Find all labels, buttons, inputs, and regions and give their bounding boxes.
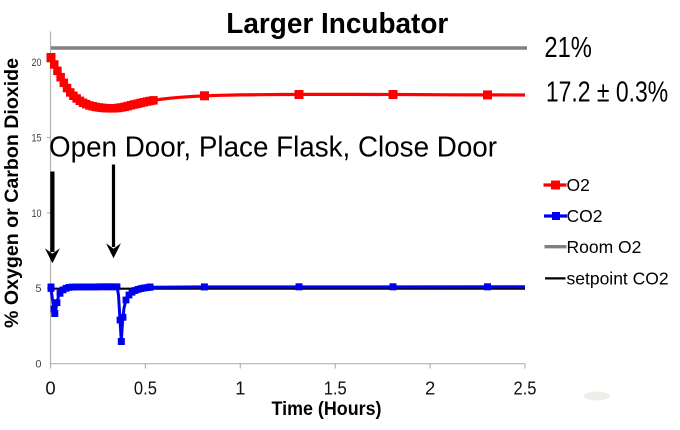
svg-text:0.5: 0.5: [134, 378, 157, 399]
svg-text:2.5: 2.5: [514, 378, 537, 399]
svg-text:2: 2: [425, 378, 435, 399]
svg-text:0: 0: [45, 378, 55, 399]
svg-text:1: 1: [235, 378, 245, 399]
svg-text:1.5: 1.5: [324, 378, 347, 399]
svg-text:% Oxygen or Carbon Dioxide: % Oxygen or Carbon Dioxide: [2, 58, 23, 328]
svg-text:Room O2: Room O2: [567, 237, 642, 257]
svg-text:setpoint CO2: setpoint CO2: [567, 269, 669, 289]
svg-text:20: 20: [32, 57, 42, 69]
svg-text:0: 0: [35, 359, 41, 371]
svg-text:Time (Hours): Time (Hours): [272, 399, 382, 420]
svg-text:5: 5: [35, 283, 41, 295]
svg-text:Open Door, Place Flask, Close: Open Door, Place Flask, Close Door: [49, 131, 497, 163]
svg-text:O2: O2: [567, 175, 590, 195]
svg-text:21%: 21%: [544, 32, 592, 64]
svg-text:Larger Incubator: Larger Incubator: [226, 8, 448, 40]
svg-text:15: 15: [32, 132, 42, 144]
svg-text:10: 10: [32, 208, 42, 220]
svg-text:CO2: CO2: [567, 206, 603, 226]
svg-text:17.2 ± 0.3%: 17.2 ± 0.3%: [546, 76, 668, 108]
